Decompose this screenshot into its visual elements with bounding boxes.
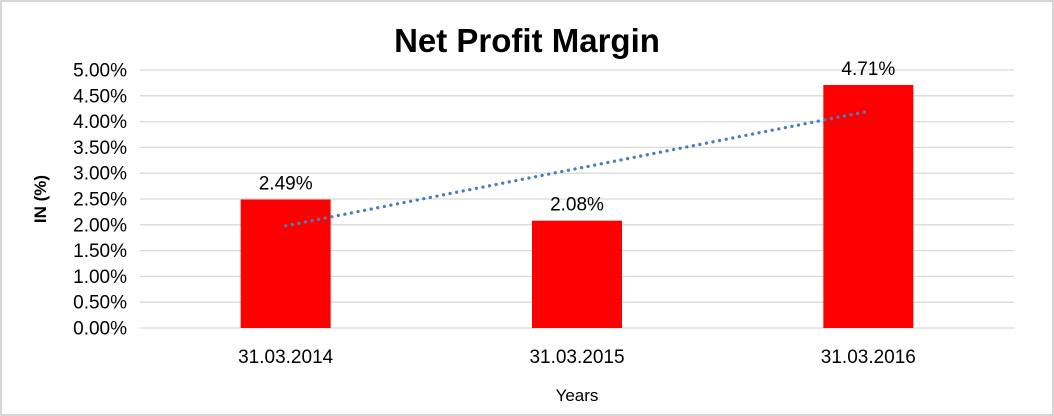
bar-value-label: 2.49%: [259, 174, 313, 195]
y-tick-label: 0.00%: [73, 319, 127, 340]
y-tick-label: 1.50%: [73, 241, 127, 262]
y-tick-label: 4.00%: [73, 112, 127, 133]
y-tick-label: 0.50%: [73, 293, 127, 314]
y-tick-label: 2.00%: [73, 215, 127, 236]
trendline: [284, 109, 870, 228]
x-tick-label: 31.03.2014: [238, 347, 334, 368]
bar: [823, 84, 914, 329]
bar: [240, 199, 331, 328]
bar-value-label: 2.08%: [550, 195, 604, 216]
bar-value-label: 4.71%: [841, 59, 895, 80]
y-tick-label: 3.00%: [73, 164, 127, 185]
chart-title: Net Profit Margin: [394, 22, 660, 59]
x-tick-label: 31.03.2016: [821, 347, 916, 368]
y-tick-label: 2.50%: [73, 190, 127, 211]
y-tick-label: 5.00%: [73, 61, 127, 82]
bar: [532, 220, 622, 328]
y-tick-label: 4.50%: [73, 86, 127, 107]
y-tick-label: 3.50%: [73, 138, 127, 159]
x-axis-title: Years: [555, 386, 599, 405]
y-tick-label: 1.00%: [73, 267, 127, 288]
x-tick-label: 31.03.2015: [529, 347, 624, 368]
